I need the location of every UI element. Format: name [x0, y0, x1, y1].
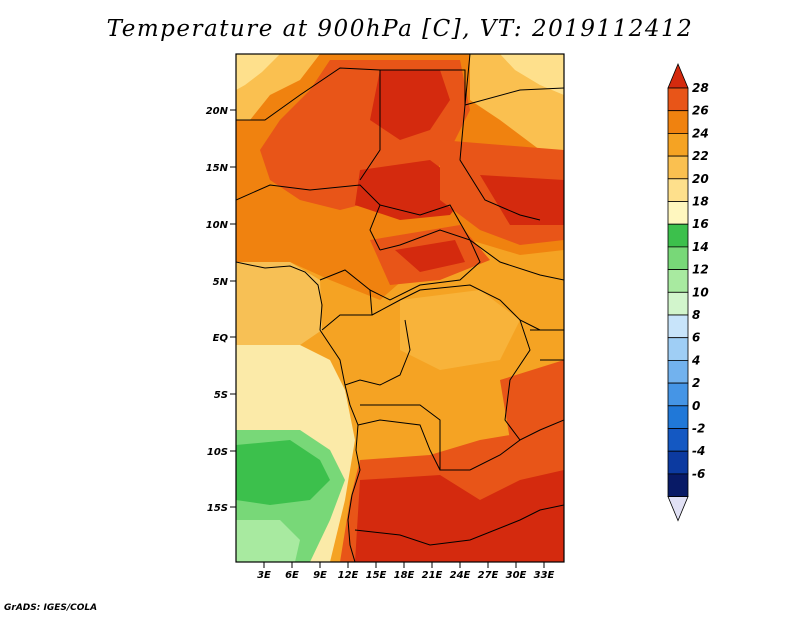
lat-label: EQ — [213, 333, 229, 344]
colorbar-segment — [667, 291, 689, 316]
lon-axis: 3E 6E 9E 12E 15E 18E 21E 24E 27E 30E 33E — [257, 562, 555, 581]
map-title: Temperature at 900hPa [C], VT: 201911241… — [106, 16, 694, 42]
colorbar-label: 6 — [692, 331, 700, 345]
lat-label: 10S — [207, 447, 228, 458]
colorbar-label: 8 — [692, 308, 700, 322]
colorbar-segment — [667, 155, 689, 180]
colorbar-label: 24 — [692, 126, 709, 140]
colorbar-label: 28 — [692, 81, 709, 95]
colorbar-segment — [667, 87, 689, 112]
border-north-2 — [380, 54, 471, 106]
lat-label: 20N — [206, 106, 229, 117]
colorbar-label: 2 — [692, 376, 700, 390]
colorbar-segment — [667, 382, 689, 407]
border-north-1 — [236, 67, 381, 181]
field-green-pale — [236, 520, 300, 562]
lat-axis: 20N 15N 10N 5N EQ 5S 10S 15S — [206, 106, 236, 514]
colorbar-label: -4 — [692, 444, 705, 458]
border-kenya — [530, 329, 564, 361]
colorbar-label: 14 — [692, 240, 709, 254]
lat-label: 5S — [214, 390, 228, 401]
footer-credit: GrADS: IGES/COLA — [4, 603, 98, 613]
colorbar-segment — [667, 223, 689, 248]
colorbar-label: -2 — [692, 422, 705, 436]
colorbar-label: 26 — [692, 104, 709, 118]
field-gulf-ocean — [236, 262, 322, 345]
lon-label: 3E — [257, 570, 271, 581]
colorbar-label: 0 — [692, 399, 700, 413]
lon-label: 18E — [394, 570, 415, 581]
colorbar-segment — [667, 450, 689, 475]
field-green-core — [236, 440, 330, 505]
border-drc-west — [344, 319, 411, 386]
colorbar-segment — [667, 201, 689, 225]
lon-label: 27E — [478, 570, 499, 581]
border-coastline — [236, 261, 361, 562]
colorbar-label: -6 — [692, 467, 705, 481]
field-hot-north-2 — [370, 70, 450, 140]
colorbar-label: 22 — [692, 149, 709, 163]
lon-label: 15E — [366, 570, 387, 581]
lon-label: 12E — [338, 570, 359, 581]
colorbar-segment — [667, 359, 689, 384]
border-sahel — [236, 184, 381, 251]
colorbar-label: 20 — [692, 172, 709, 186]
field-nw-mild — [236, 54, 280, 90]
border-car — [369, 229, 481, 301]
border-east — [504, 319, 564, 441]
colorbar-segment — [667, 405, 689, 429]
colorbar-label: 4 — [691, 353, 700, 367]
colorbar-segment — [667, 473, 689, 497]
colorbar-label: 12 — [692, 263, 709, 277]
lat-label: 5N — [213, 277, 229, 288]
country-borders — [236, 54, 564, 562]
lon-label: 30E — [506, 570, 527, 581]
lat-label: 15S — [207, 503, 228, 514]
map-frame — [235, 53, 565, 563]
field-hot-eastafrica — [500, 360, 564, 440]
border-angola — [357, 419, 441, 471]
lat-label: 15N — [206, 163, 229, 174]
colorbar-segment — [667, 178, 689, 202]
lon-label: 24E — [450, 570, 471, 581]
colorbar — [667, 62, 689, 522]
border-cameroon — [319, 269, 373, 331]
border-south — [354, 504, 564, 546]
colorbar-segment — [667, 246, 689, 270]
colorbar-label: 10 — [692, 285, 709, 299]
lon-label: 6E — [285, 570, 299, 581]
field-ne-mild — [500, 54, 564, 95]
lon-label: 33E — [534, 570, 555, 581]
colorbar-label: 18 — [692, 195, 709, 209]
field-hot-south-core — [355, 470, 564, 562]
border-north-3 — [459, 104, 541, 221]
lat-label: 10N — [206, 220, 229, 231]
lon-label: 21E — [422, 570, 443, 581]
field-hot-car-core — [395, 240, 465, 272]
colorbar-segment — [667, 269, 689, 293]
field-hot-east-core — [480, 175, 564, 225]
temperature-field — [236, 54, 564, 562]
colorbar-segment — [667, 314, 689, 339]
colorbar-segment — [667, 337, 689, 361]
border-sudan — [464, 87, 564, 106]
colorbar-top-triangle — [667, 62, 689, 89]
colorbar-segment — [667, 428, 689, 452]
colorbar-bottom-triangle — [667, 496, 689, 522]
colorbar-segment — [667, 110, 689, 134]
field-congo-interior — [400, 290, 520, 370]
colorbar-segment — [667, 132, 689, 157]
lon-label: 9E — [313, 570, 327, 581]
colorbar-label: 16 — [692, 217, 709, 231]
